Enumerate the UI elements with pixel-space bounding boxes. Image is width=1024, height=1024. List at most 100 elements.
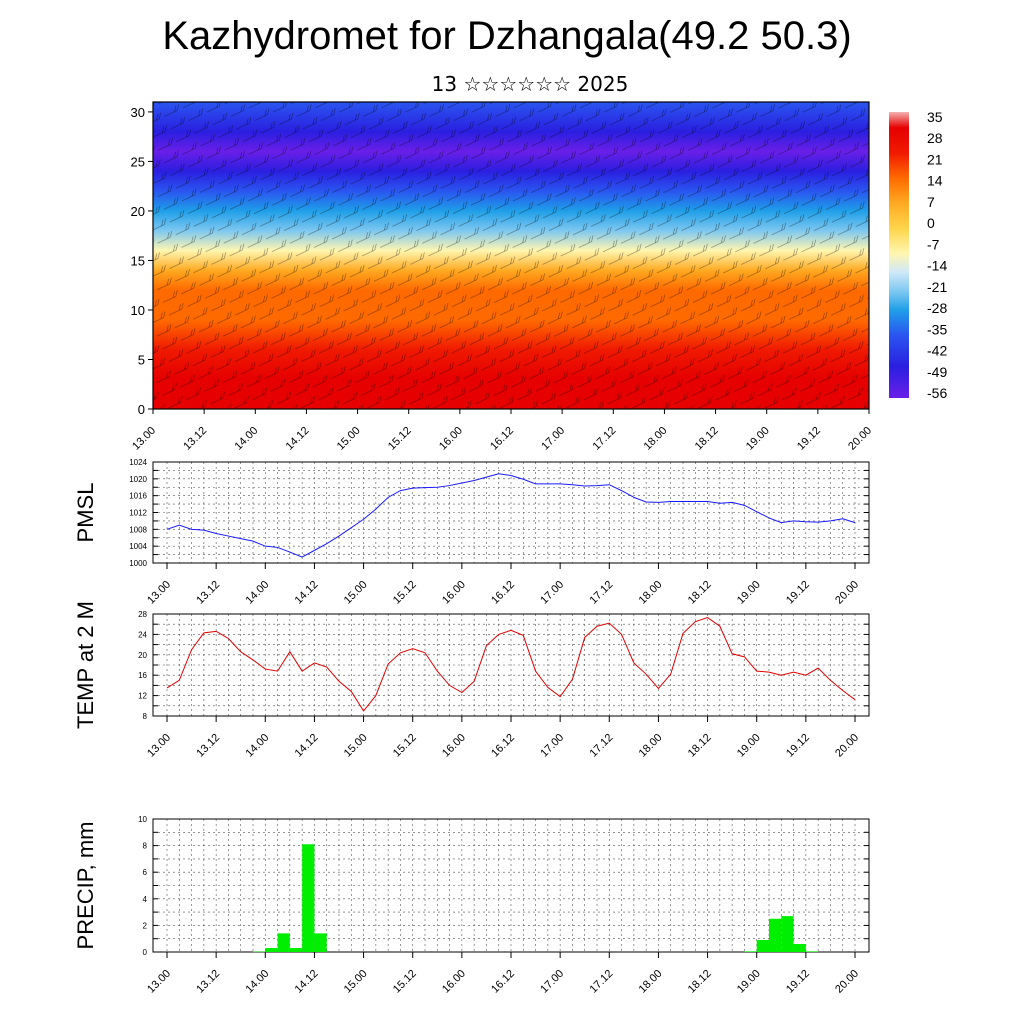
- temp-panel: 8 12 16 20 24 28 13.00 13.12 14.00 14.12 15.00 15.1…: [73, 601, 870, 760]
- y-tick-label: 4: [143, 895, 148, 904]
- y-tick-label: 2: [143, 921, 148, 930]
- y-tick-label: 24: [138, 630, 147, 639]
- x-tick-label: 19.12: [784, 579, 812, 607]
- precip-bar: [744, 951, 757, 952]
- x-tick-label: 16.12: [488, 425, 516, 453]
- y-axis-label: PMSL: [73, 483, 98, 543]
- x-tick-label: 18.12: [686, 579, 714, 607]
- colorbar-label: -21: [927, 279, 947, 295]
- colorbar-label: 35: [927, 109, 943, 125]
- pmsl-panel: 1000 1004 1008 1012 1016 1020 1024 13.00 13.12 14…: [73, 458, 870, 607]
- x-tick-label: 18.12: [686, 968, 714, 996]
- precip-bar: [314, 933, 327, 952]
- x-tick-label: 20.00: [833, 579, 861, 607]
- x-tick-label: 15.00: [342, 968, 370, 996]
- x-tick-label: 20.00: [833, 968, 861, 996]
- x-tick-label: 17.00: [538, 968, 566, 996]
- x-tick-label: 15.00: [342, 732, 370, 760]
- x-tick-label: 16.00: [440, 968, 468, 996]
- x-tick-label: 15.12: [391, 579, 419, 607]
- x-tick-label: 16.12: [489, 968, 517, 996]
- x-tick-label: 20.00: [846, 425, 874, 453]
- pmsl-line: [166, 473, 856, 558]
- x-tick-label: 15.00: [335, 425, 363, 453]
- x-tick-label: 19.00: [735, 968, 763, 996]
- y-tick-label: 1000: [129, 559, 147, 568]
- x-tick-label: 13.12: [194, 968, 222, 996]
- precip-bar: [289, 948, 303, 952]
- y-tick-label: 1020: [129, 475, 147, 484]
- x-tick-label: 14.00: [232, 425, 260, 453]
- precip-bar: [265, 948, 278, 952]
- y-tick-label: 30: [131, 105, 145, 120]
- x-tick-label: 16.12: [489, 732, 517, 760]
- temp-line: [166, 617, 856, 712]
- x-tick-label: 18.00: [637, 968, 665, 996]
- precip-panel: 0 2 4 6 8 10 13.00 13.12 14.00 14.12 15.00 15.12 16.…: [73, 815, 870, 996]
- x-tick-label: 17.00: [538, 732, 566, 760]
- cross-section-panel: 0 5 10 15 20 25 30 13.00 13.12 14.00 14.12 15.00 15.…: [130, 101, 874, 453]
- precip-bar: [277, 933, 290, 952]
- x-tick-label: 15.12: [391, 732, 419, 760]
- x-tick-label: 13.00: [145, 732, 173, 760]
- y-axis-label: TEMP at 2 M: [73, 601, 98, 729]
- precip-bar: [302, 844, 315, 952]
- y-tick-label: 16: [138, 671, 147, 680]
- colorbar-label: 28: [927, 130, 943, 146]
- x-tick-label: 13.00: [145, 968, 173, 996]
- x-tick-label: 14.00: [243, 968, 271, 996]
- colorbar-label: -28: [927, 300, 947, 316]
- x-tick-label: 15.00: [342, 579, 370, 607]
- precip-bar: [756, 940, 769, 952]
- x-tick-label: 18.12: [686, 732, 714, 760]
- x-tick-label: 15.12: [391, 968, 419, 996]
- colorbar-label: 0: [927, 215, 935, 231]
- y-axis-label: PRECIP, mm: [73, 822, 98, 950]
- x-tick-label: 17.12: [587, 579, 615, 607]
- x-tick-label: 13.12: [181, 425, 209, 453]
- y-tick-label: 1012: [129, 509, 147, 518]
- x-tick-label: 18.12: [693, 425, 721, 453]
- x-tick-label: 19.00: [735, 732, 763, 760]
- y-tick-label: 0: [143, 948, 148, 957]
- x-tick-label: 14.12: [293, 579, 321, 607]
- y-tick-label: 15: [131, 253, 145, 268]
- y-tick-label: 1024: [129, 458, 147, 467]
- x-tick-label: 14.00: [243, 579, 271, 607]
- y-tick-label: 12: [138, 692, 147, 701]
- colorbar: 35 28 21 14 7 0 -7 -14 -21 -28 -35 -42 -49 -56: [889, 109, 947, 401]
- x-tick-label: 19.00: [735, 579, 763, 607]
- y-tick-label: 20: [138, 651, 147, 660]
- precip-bar: [253, 951, 266, 953]
- x-tick-label: 19.12: [784, 732, 812, 760]
- x-tick-label: 16.12: [489, 579, 517, 607]
- y-tick-label: 10: [138, 815, 147, 824]
- x-tick-label: 18.00: [637, 732, 665, 760]
- x-tick-label: 13.00: [130, 425, 158, 453]
- y-tick-label: 10: [131, 303, 145, 318]
- x-tick-label: 13.00: [145, 579, 173, 607]
- x-tick-label: 19.00: [744, 425, 772, 453]
- precip-bar: [769, 918, 782, 952]
- colorbar-label: -7: [927, 236, 940, 252]
- y-tick-label: 6: [143, 868, 148, 877]
- x-tick-label: 13.12: [194, 732, 222, 760]
- x-tick-label: 14.00: [243, 732, 271, 760]
- precip-bar: [805, 951, 819, 952]
- x-tick-label: 14.12: [293, 732, 321, 760]
- y-tick-label: 1008: [129, 525, 147, 534]
- colorbar-label: 21: [927, 151, 943, 167]
- x-tick-label: 20.00: [833, 732, 861, 760]
- chart-title: Kazhydromet for Dzhangala(49.2 50.3): [162, 14, 852, 58]
- y-tick-label: 1016: [129, 492, 147, 501]
- x-tick-label: 18.00: [637, 579, 665, 607]
- y-tick-label: 28: [138, 610, 147, 619]
- x-tick-label: 19.12: [795, 425, 823, 453]
- y-tick-label: 8: [143, 842, 148, 851]
- x-tick-label: 19.12: [784, 968, 812, 996]
- x-tick-label: 18.00: [642, 425, 670, 453]
- x-tick-label: 16.00: [440, 732, 468, 760]
- x-tick-label: 14.12: [293, 968, 321, 996]
- wind-barbs: [153, 102, 869, 409]
